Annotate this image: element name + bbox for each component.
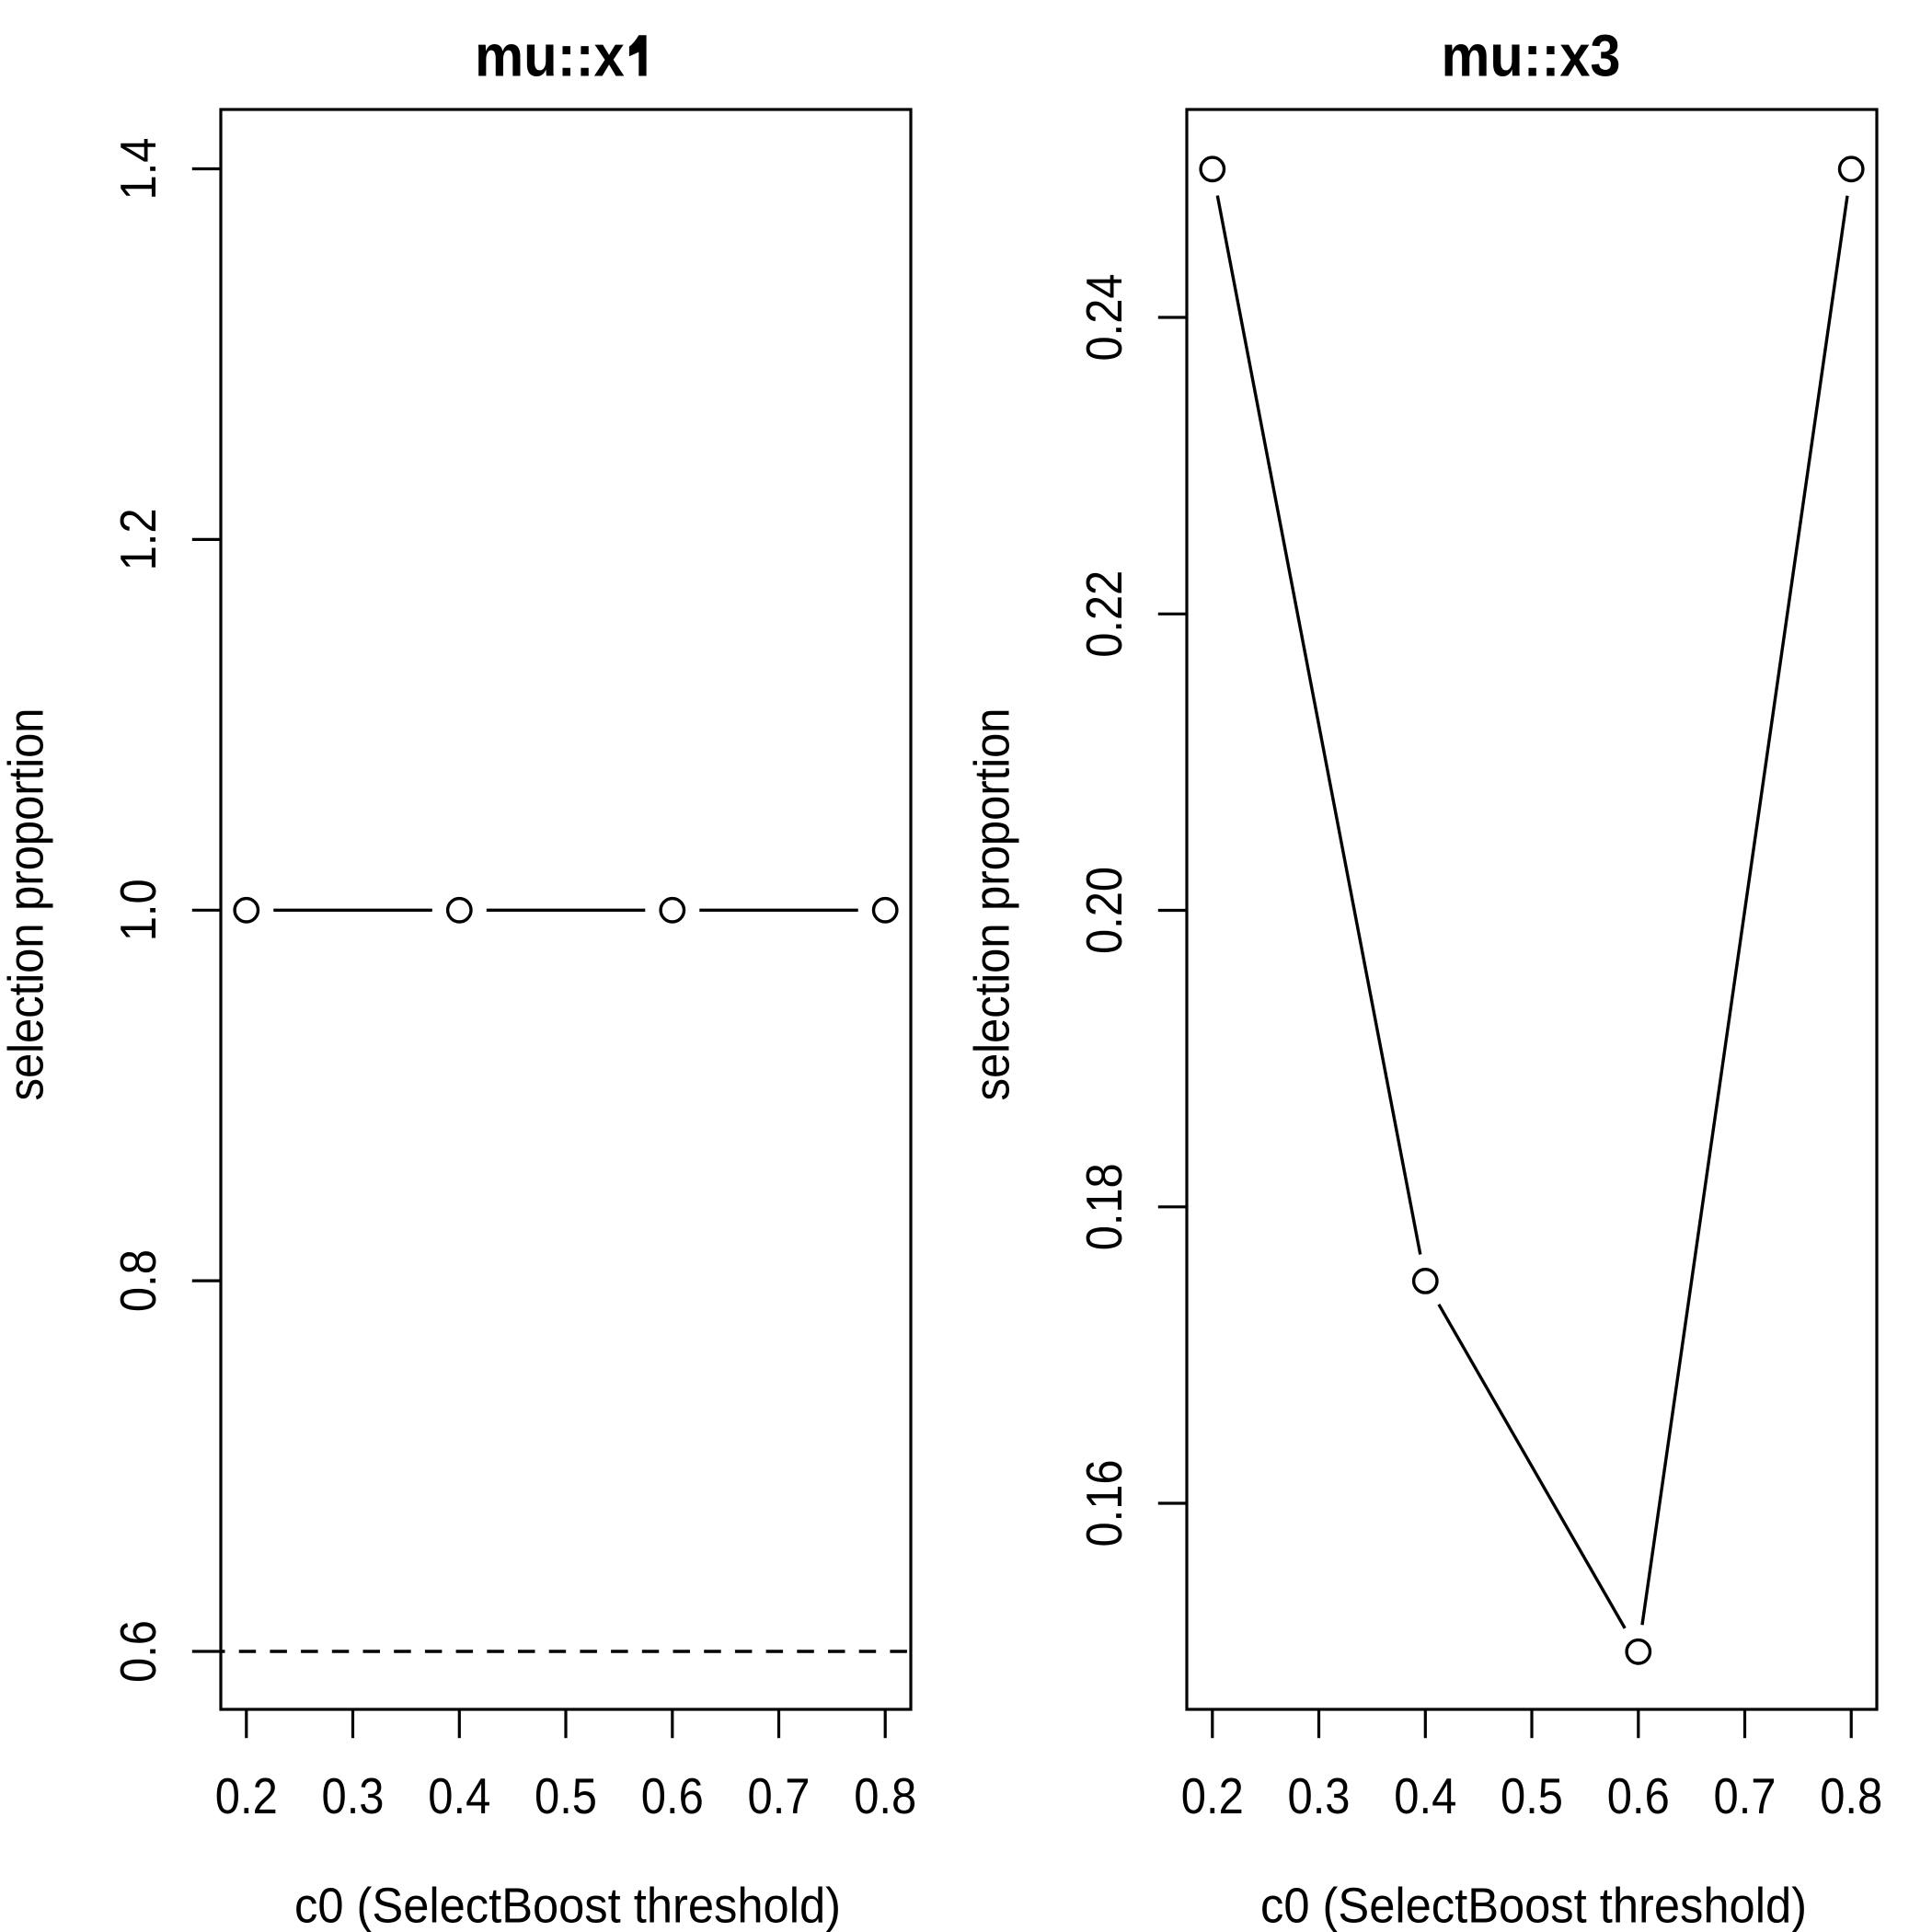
svg-text:0.6: 0.6	[641, 1767, 704, 1824]
svg-text:c0 (SelectBoost threshold): c0 (SelectBoost threshold)	[1260, 1879, 1807, 1932]
svg-text:c0 (SelectBoost threshold): c0 (SelectBoost threshold)	[294, 1879, 841, 1932]
svg-text:0.2: 0.2	[1181, 1767, 1244, 1824]
svg-text:1.0: 1.0	[109, 879, 167, 941]
svg-text:0.5: 0.5	[1501, 1767, 1563, 1824]
svg-text:0.18: 0.18	[1075, 1163, 1133, 1250]
svg-text:0.6: 0.6	[109, 1620, 167, 1683]
svg-text:0.16: 0.16	[1075, 1460, 1133, 1547]
svg-text:1.4: 1.4	[109, 138, 167, 201]
svg-text:mu::x: mu::x	[475, 23, 625, 89]
svg-text:0.3: 0.3	[322, 1767, 385, 1824]
svg-text:0.4: 0.4	[428, 1767, 490, 1824]
svg-text:0.8: 0.8	[1820, 1767, 1882, 1824]
svg-text:0.3: 0.3	[1288, 1767, 1351, 1824]
svg-text:0.20: 0.20	[1075, 867, 1133, 954]
svg-text:0.6: 0.6	[1607, 1767, 1670, 1824]
svg-text:selection proportion: selection proportion	[965, 708, 1020, 1101]
svg-text:0.24: 0.24	[1075, 274, 1133, 362]
svg-text:0.8: 0.8	[854, 1767, 916, 1824]
svg-text:1.2: 1.2	[109, 508, 167, 570]
svg-text:0.7: 0.7	[748, 1767, 811, 1824]
svg-text:mu::x3: mu::x3	[1442, 23, 1621, 89]
svg-text:0.2: 0.2	[215, 1767, 278, 1824]
svg-text:0.5: 0.5	[535, 1767, 597, 1824]
svg-text:0.22: 0.22	[1075, 570, 1133, 658]
svg-text:0.4: 0.4	[1394, 1767, 1456, 1824]
svg-text:0.7: 0.7	[1714, 1767, 1777, 1824]
svg-text:selection proportion: selection proportion	[0, 708, 54, 1101]
svg-text:0.8: 0.8	[109, 1249, 167, 1312]
